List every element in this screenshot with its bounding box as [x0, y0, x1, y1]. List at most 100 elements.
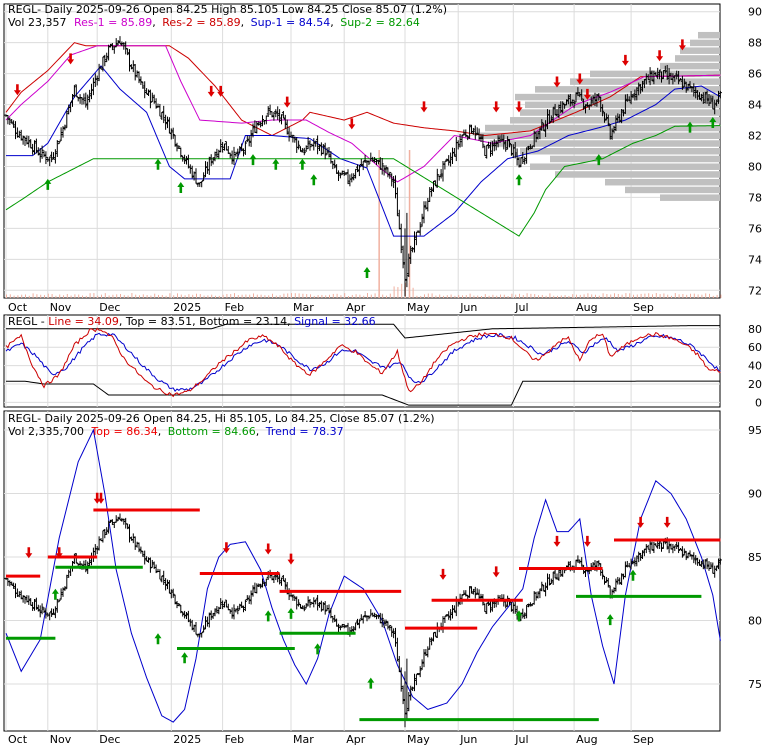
volume-bar	[78, 294, 80, 298]
volume-bar	[389, 293, 391, 298]
volume-bar	[408, 150, 411, 298]
up-arrow	[310, 174, 318, 186]
volume-bar	[40, 294, 42, 298]
down-arrow	[348, 118, 356, 130]
volume-bar	[340, 295, 342, 298]
volume-bar	[306, 294, 308, 298]
down-arrow	[656, 50, 664, 62]
volume-bar	[351, 294, 353, 298]
volume-bar	[663, 293, 665, 298]
volume-bar	[139, 295, 140, 298]
volume-bar	[462, 295, 463, 298]
volume-profile-bar	[625, 186, 720, 194]
volume-bar	[629, 293, 631, 298]
volume-profile-bar	[555, 171, 720, 178]
volume-bar	[264, 295, 266, 298]
volume-bar	[9, 294, 11, 298]
volume-bar	[443, 295, 444, 298]
volume-bar	[439, 294, 441, 298]
oscillator-panel-frame	[3, 314, 721, 408]
volume-bar	[256, 294, 258, 298]
volume-bar	[564, 295, 566, 298]
oscillator-gridlines	[4, 315, 720, 407]
volume-profile-bar	[515, 93, 720, 101]
y-tick-label: 90	[748, 6, 762, 19]
volume-bar	[481, 295, 482, 298]
price-bars	[4, 36, 722, 297]
down-arrow	[67, 53, 75, 65]
volume-bar	[693, 293, 695, 298]
x-tick-label: Dec	[99, 301, 120, 314]
volume-bar	[321, 294, 323, 298]
volume-bar	[21, 294, 23, 298]
y-tick-label: 85	[748, 551, 762, 564]
volume-bar	[382, 294, 384, 298]
volume-bar	[279, 295, 281, 298]
up-arrow	[264, 610, 272, 622]
volume-bar	[142, 294, 144, 298]
y-tick-label: 90	[748, 488, 762, 501]
volume-bar	[169, 293, 171, 298]
down-arrow	[55, 547, 63, 559]
oscillator-lines	[5, 323, 721, 406]
volume-bar	[218, 295, 220, 298]
volume-bar	[397, 287, 399, 298]
x-tick-label: Jun	[459, 733, 477, 745]
volume-profile-bar	[530, 163, 720, 170]
volume-bar	[705, 293, 707, 298]
down-arrow	[287, 553, 295, 565]
trend-curve	[5, 428, 721, 723]
down-arrow	[576, 73, 584, 85]
volume-bar	[268, 295, 270, 298]
y-tick-label: 0	[755, 396, 762, 409]
volume-profile-bar	[660, 194, 720, 201]
down-arrow	[621, 54, 629, 66]
oscillator-signal-line	[5, 332, 721, 393]
volume-bar	[101, 294, 102, 298]
oscillator-y-axis: 0 20 40 60 80	[748, 323, 762, 410]
volume-bar	[610, 294, 612, 298]
x-tick-label: 2025	[173, 301, 201, 314]
trend-header-line1: REGL- Daily 2025-09-26 Open 84.25, Hi 85…	[8, 412, 435, 425]
volume-bar	[211, 294, 213, 298]
x-tick-label: Nov	[50, 301, 72, 314]
volume-bar	[344, 293, 346, 298]
y-tick-label: 78	[748, 191, 762, 204]
volume-bar	[697, 294, 699, 298]
down-arrow	[13, 84, 21, 96]
volume-bar	[606, 294, 608, 298]
y-tick-label: 84	[748, 99, 762, 112]
down-arrow	[420, 101, 428, 113]
volume-bar	[237, 295, 239, 298]
volume-bar	[234, 293, 235, 298]
y-tick-label: 60	[748, 341, 762, 354]
price-x-axis: Oct Nov Dec 2025 Feb Mar Apr May Jun Jul Aug Sep	[8, 301, 654, 314]
volume-bar	[579, 294, 581, 298]
volume-bar	[150, 295, 152, 298]
volume-bar	[215, 295, 216, 298]
volume-bar	[348, 295, 349, 298]
volume-bar	[553, 295, 555, 298]
volume-bar	[545, 295, 547, 298]
price-header-line1: REGL- Daily 2025-09-26 Open 84.25 High 8…	[8, 3, 447, 16]
volume-bar	[222, 294, 224, 298]
volume-bar	[690, 293, 691, 298]
volume-bar	[93, 293, 95, 298]
volume-bar	[386, 295, 387, 298]
x-tick-label: Dec	[99, 733, 120, 745]
volume-bar	[465, 295, 467, 298]
up-arrow	[709, 116, 717, 128]
volume-bar	[313, 295, 315, 298]
y-tick-label: 95	[748, 424, 762, 437]
volume-bar	[446, 295, 448, 298]
volume-bar	[161, 294, 163, 298]
volume-bar	[359, 294, 361, 298]
down-arrow	[25, 547, 33, 559]
y-tick-label: 80	[748, 615, 762, 628]
volume-bar	[294, 293, 296, 298]
trend-panel: 75 80 85 90 95 Oct Nov Dec 2025 Feb Mar Apr May Jun J…	[3, 410, 762, 745]
volume-bar	[519, 293, 520, 298]
volume-bar	[317, 295, 319, 298]
x-tick-label: Aug	[576, 733, 597, 745]
x-tick-label: Apr	[346, 301, 366, 314]
